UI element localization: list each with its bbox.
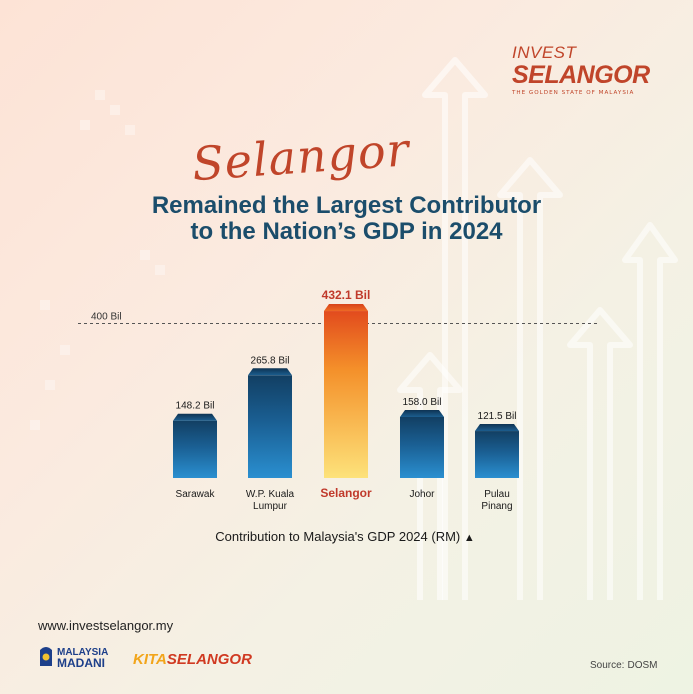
source-value: DOSM	[627, 660, 658, 671]
category-label-1: W.P. Kuala Lumpur	[246, 489, 295, 512]
invest-selangor-logo: INVEST SELANGOR THE GOLDEN STATE OF MALA…	[512, 43, 652, 97]
brand-tagline: THE GOLDEN STATE OF MALAYSIA	[512, 90, 635, 96]
source-label: Source:	[590, 660, 625, 671]
madani-line2: MADANI	[57, 656, 105, 670]
category-label-0: Sarawak	[176, 489, 216, 500]
source-note: Source: DOSM	[590, 660, 660, 671]
bar-cap-1	[248, 368, 292, 376]
bar-1	[248, 375, 292, 478]
headline: Remained the Largest Contributor to the …	[90, 193, 603, 245]
bar-4	[475, 431, 519, 478]
bar-3	[400, 416, 444, 478]
kita-part: KITA	[133, 651, 167, 668]
reference-line-label: 400 Bil	[91, 311, 122, 322]
brand-line2: SELANGOR	[512, 61, 650, 89]
bar-value-label-2: 432.1 Bil	[322, 288, 371, 302]
malaysia-madani-logo: MALAYSIA MADANI	[40, 647, 108, 670]
headline-line1: Remained the Largest Contributor	[151, 192, 542, 219]
bar-cap-4	[475, 424, 519, 432]
madani-line1: MALAYSIA	[57, 647, 108, 658]
selangor-part: SELANGOR	[167, 651, 252, 668]
brand-line1: INVEST	[512, 43, 577, 62]
category-label-2: Selangor	[320, 486, 372, 500]
svg-text:KITASELANGOR: KITASELANGOR	[133, 651, 252, 668]
bar-cap-0	[173, 413, 217, 421]
kita-selangor-logo: KITASELANGOR	[133, 651, 252, 668]
bar-0	[173, 420, 217, 478]
bar-2	[324, 311, 368, 478]
bar-value-label-0: 148.2 Bil	[176, 401, 215, 412]
footer-logos: MALAYSIA MADANI KITASELANGOR	[40, 647, 252, 670]
bar-cap-3	[400, 409, 444, 417]
bar-value-label-1: 265.8 Bil	[251, 355, 290, 366]
triangle-up-icon: ▲	[463, 532, 475, 544]
bar-cap-2	[324, 304, 368, 312]
x-axis-caption: Contribution to Malaysia's GDP 2024 (RM)…	[150, 529, 540, 544]
category-label-4: Pulau Pinang	[481, 489, 512, 512]
website-url[interactable]: www.investselangor.my	[38, 618, 174, 633]
category-label-3: Johor	[409, 489, 435, 500]
headline-line2: to the Nation’s GDP in 2024	[190, 218, 503, 245]
x-axis-label: Contribution to Malaysia's GDP 2024 (RM)	[215, 529, 461, 544]
bar-value-label-3: 158.0 Bil	[403, 397, 442, 408]
bar-value-label-4: 121.5 Bil	[478, 411, 517, 422]
